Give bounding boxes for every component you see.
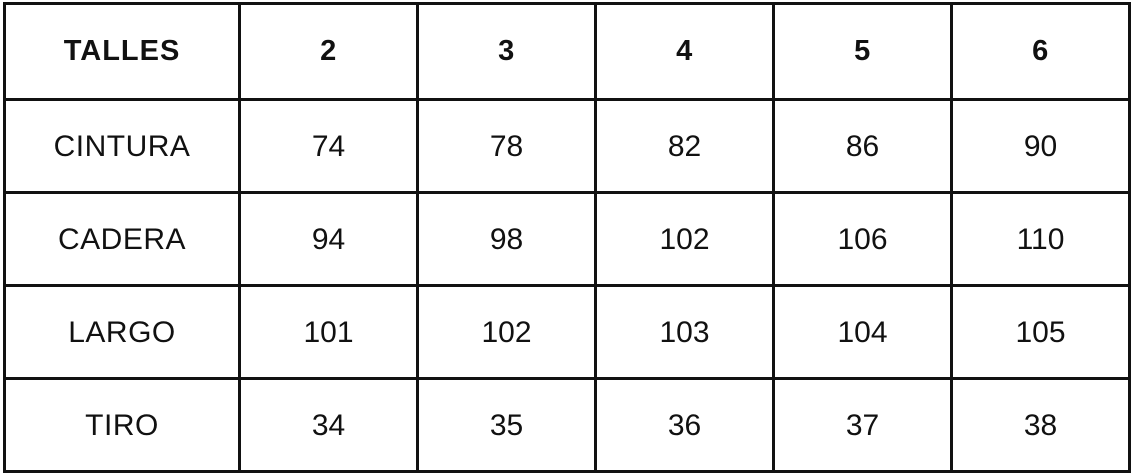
cell-tiro-size-3: 35	[416, 377, 597, 473]
cell-cadera-size-4: 102	[594, 191, 775, 287]
table-row: TIRO 34 35 36 37 38	[3, 377, 1131, 473]
cell-largo-size-2: 101	[238, 284, 419, 380]
cell-cadera-size-6: 110	[950, 191, 1131, 287]
cell-cadera-size-2: 94	[238, 191, 419, 287]
cell-cintura-size-3: 78	[416, 98, 597, 194]
header-cell-size-4: 4	[594, 2, 775, 101]
cell-cadera-size-5: 106	[772, 191, 953, 287]
table-row: CADERA 94 98 102 106 110	[3, 191, 1131, 287]
cell-cintura-size-4: 82	[594, 98, 775, 194]
header-cell-size-3: 3	[416, 2, 597, 101]
header-row: TALLES 2 3 4 5 6	[3, 2, 1131, 101]
cell-largo-size-4: 103	[594, 284, 775, 380]
header-cell-size-6: 6	[950, 2, 1131, 101]
table-row: CINTURA 74 78 82 86 90	[3, 98, 1131, 194]
cell-tiro-size-6: 38	[950, 377, 1131, 473]
cell-tiro-size-2: 34	[238, 377, 419, 473]
header-cell-size-2: 2	[238, 2, 419, 101]
header-cell-size-5: 5	[772, 2, 953, 101]
row-label-tiro: TIRO	[3, 377, 241, 473]
cell-largo-size-5: 104	[772, 284, 953, 380]
size-chart-table: TALLES 2 3 4 5 6 CINTURA 74 78 82 86 90 …	[3, 2, 1131, 473]
cell-tiro-size-5: 37	[772, 377, 953, 473]
cell-tiro-size-4: 36	[594, 377, 775, 473]
table-body: CINTURA 74 78 82 86 90 CADERA 94 98 102 …	[3, 98, 1131, 473]
cell-largo-size-3: 102	[416, 284, 597, 380]
cell-cintura-size-2: 74	[238, 98, 419, 194]
row-label-cadera: CADERA	[3, 191, 241, 287]
cell-largo-size-6: 105	[950, 284, 1131, 380]
row-label-cintura: CINTURA	[3, 98, 241, 194]
header-cell-talles: TALLES	[3, 2, 241, 101]
table-header: TALLES 2 3 4 5 6	[3, 2, 1131, 101]
table-row: LARGO 101 102 103 104 105	[3, 284, 1131, 380]
cell-cintura-size-5: 86	[772, 98, 953, 194]
cell-cintura-size-6: 90	[950, 98, 1131, 194]
row-label-largo: LARGO	[3, 284, 241, 380]
cell-cadera-size-3: 98	[416, 191, 597, 287]
